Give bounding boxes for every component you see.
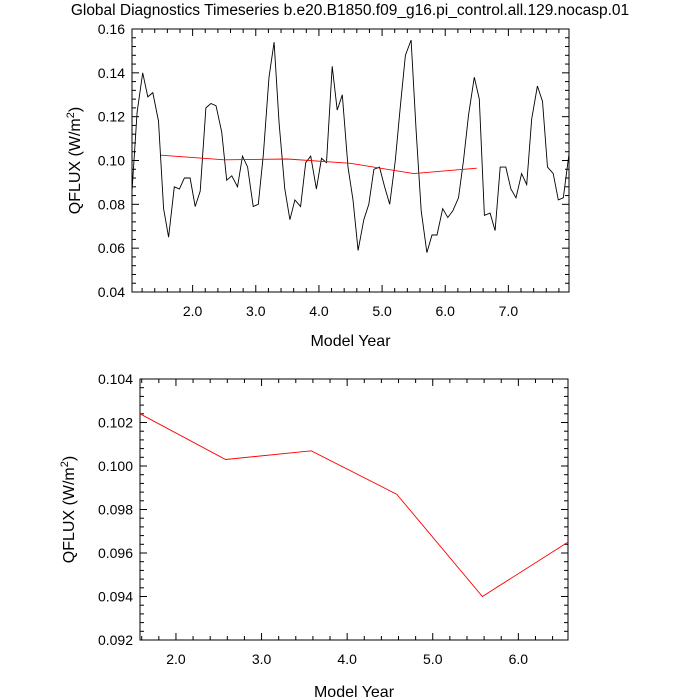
x-tick-label: 2.0 xyxy=(166,651,186,667)
chart-panel-1: 2.0 3.0 4.0 5.0 6.0 7.0 0.04 0.06 0.08 0.10 0.12 0.… xyxy=(65,21,570,350)
y-tick-label: 0.04 xyxy=(98,284,125,300)
y-tick-label: 0.104 xyxy=(98,371,133,387)
y-tick-label: 0.12 xyxy=(98,109,125,125)
x-tick-label: 4.0 xyxy=(337,651,357,667)
x-axis-label: Model Year xyxy=(310,333,391,350)
chart-panel-2: 2.0 3.0 4.0 5.0 6.0 0.092 0.094 0.096 0.098 0.100… xyxy=(59,371,569,700)
series-line-monthly xyxy=(131,39,570,253)
y-tick-label: 0.096 xyxy=(98,545,133,561)
y-tick-label: 0.10 xyxy=(98,153,125,169)
page-title: Global Diagnostics Timeseries b.e20.B185… xyxy=(70,2,630,19)
series-line-annual xyxy=(160,154,477,175)
plot-frame xyxy=(139,378,569,641)
y-tick-label: 0.08 xyxy=(98,196,125,212)
y-tick-label: 0.14 xyxy=(98,65,125,81)
y-tick-label: 0.102 xyxy=(98,415,133,431)
y-tick-label: 0.098 xyxy=(98,502,133,518)
y-axis-label: QFLUX (W/m2) xyxy=(65,107,84,214)
x-axis-label: Model Year xyxy=(314,684,395,700)
y-tick-label: 0.092 xyxy=(98,632,133,648)
plot-frame xyxy=(131,28,570,293)
series-line-annual xyxy=(139,413,569,598)
x-tick-label: 5.0 xyxy=(372,303,392,319)
x-tick-label: 6.0 xyxy=(509,651,529,667)
y-tick-label: 0.094 xyxy=(98,589,133,605)
y-tick-label: 0.06 xyxy=(98,240,125,256)
x-tick-label: 3.0 xyxy=(252,651,272,667)
x-tick-label: 3.0 xyxy=(246,303,266,319)
x-tick-label: 4.0 xyxy=(309,303,329,319)
x-tick-label: 6.0 xyxy=(435,303,455,319)
x-tick-label: 5.0 xyxy=(423,651,443,667)
x-tick-label: 7.0 xyxy=(499,303,519,319)
y-tick-label: 0.100 xyxy=(98,458,133,474)
x-tick-label: 2.0 xyxy=(183,303,203,319)
y-axis-label: QFLUX (W/m2) xyxy=(59,456,78,563)
y-tick-label: 0.16 xyxy=(98,21,125,37)
